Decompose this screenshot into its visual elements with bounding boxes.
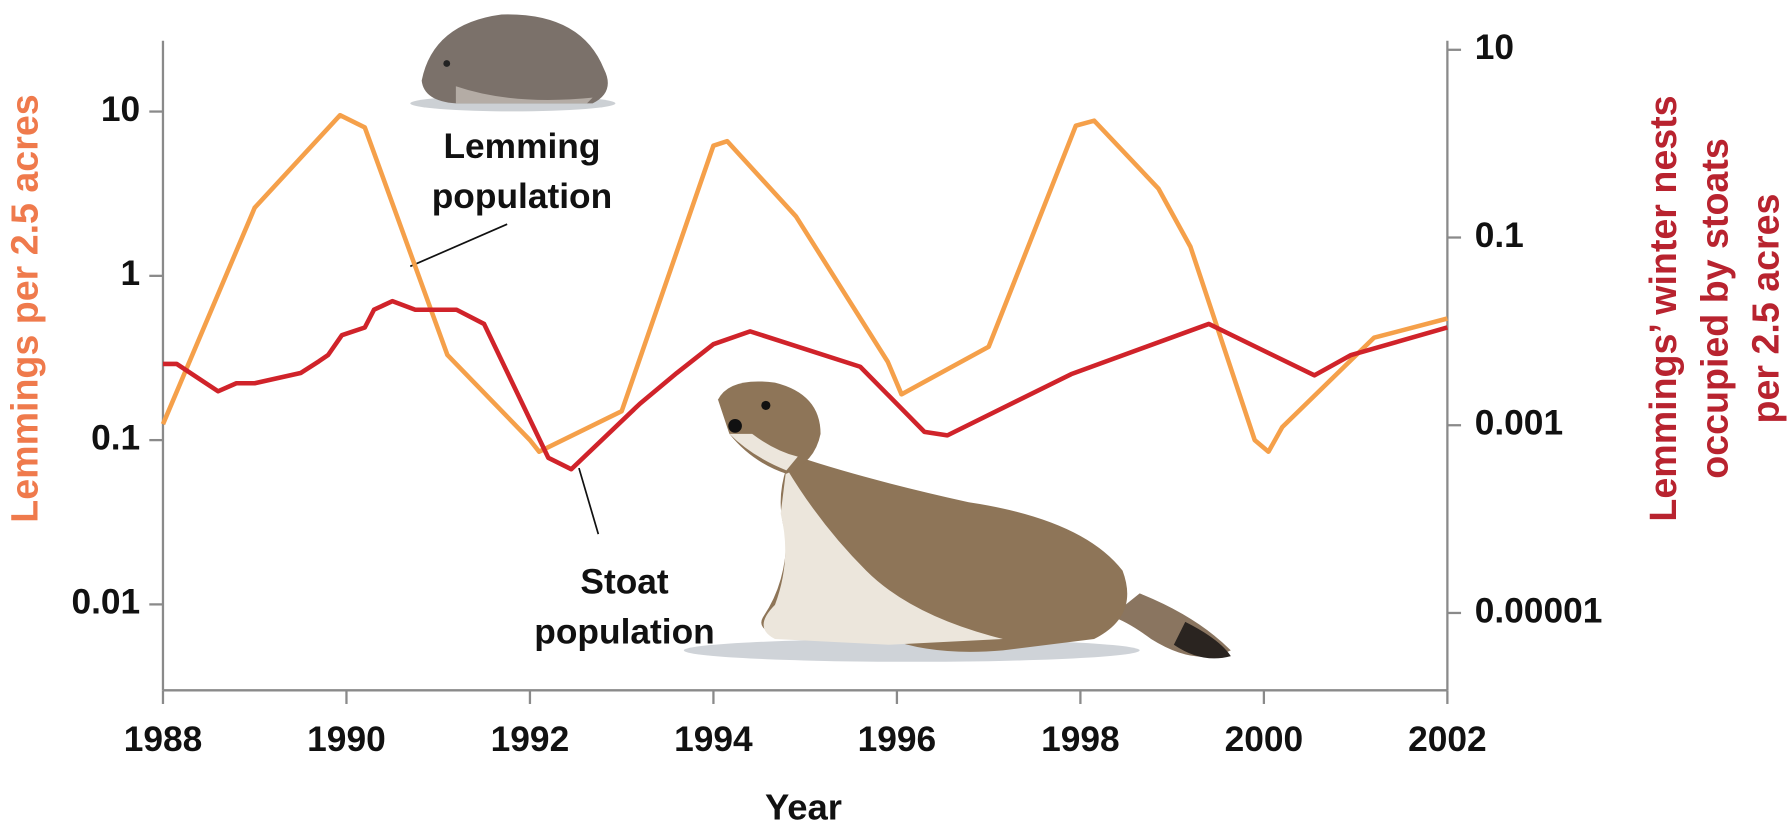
x-tick-label: 1992: [491, 720, 570, 759]
x-tick-label: 1988: [124, 720, 203, 759]
y-axis-label: Lemmings per 2.5 acres: [3, 94, 45, 522]
y2-tick-label: 10: [1475, 28, 1514, 67]
lemming-illustration: [410, 14, 615, 111]
leader-line: [579, 468, 598, 534]
x-axis-label: Year: [765, 787, 842, 828]
y-tick-label: 1: [121, 254, 141, 293]
y2-axis-label: occupied by stoats: [1693, 138, 1735, 479]
y-tick-label: 10: [101, 90, 140, 129]
y2-axis-label: Lemmings’ winter nests: [1642, 95, 1684, 521]
leader-line: [410, 224, 507, 266]
x-tick-label: 1998: [1041, 720, 1120, 759]
x-tick-label: 1990: [307, 720, 386, 759]
y2-tick-label: 0.00001: [1475, 591, 1603, 630]
x-tick-label: 1994: [674, 720, 753, 759]
x-tick-label: 1996: [858, 720, 937, 759]
x-tick-label: 2000: [1225, 720, 1304, 759]
y-tick-label: 0.1: [91, 418, 140, 457]
page: {"chart_data": { "type": "line", "xlabel…: [0, 0, 1787, 829]
stoat-illustration: [684, 381, 1231, 661]
chart: Lemmingpopulation Stoatpopulation Year 1…: [0, 0, 1787, 829]
y-tick-label: 0.01: [71, 583, 140, 622]
x-tick-label: 2002: [1408, 720, 1487, 759]
y2-tick-label: 0.1: [1475, 216, 1524, 255]
y2-axis-label: per 2.5 acres: [1745, 194, 1787, 424]
y2-tick-label: 0.001: [1475, 404, 1563, 443]
